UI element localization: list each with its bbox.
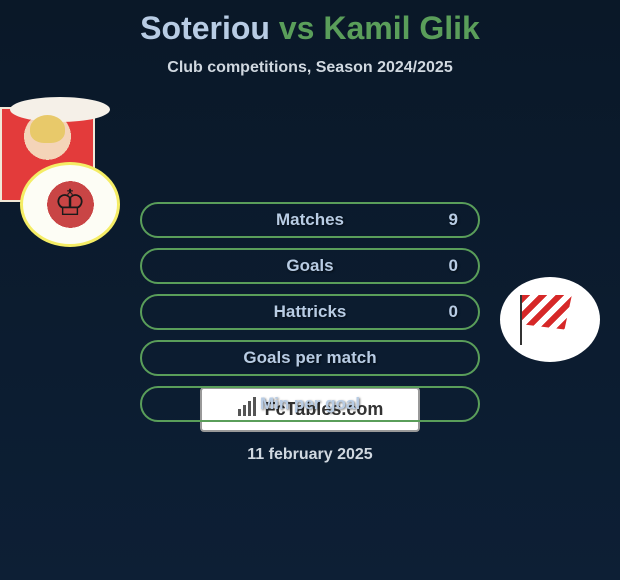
stat-label: Hattricks — [274, 302, 347, 322]
stat-row-matches: Matches 9 — [140, 202, 480, 238]
stat-value: 0 — [449, 256, 458, 276]
stat-row-goals: Goals 0 — [140, 248, 480, 284]
stat-value: 0 — [449, 302, 458, 322]
flag-icon — [520, 295, 580, 345]
stat-row-hattricks: Hattricks 0 — [140, 294, 480, 330]
player1-name: Soteriou — [140, 10, 270, 46]
comparison-area: Matches 9 Goals 0 Hattricks 0 Goals per … — [0, 107, 620, 367]
stat-label: Goals per match — [243, 348, 376, 368]
player2-club-logo — [500, 277, 600, 362]
stat-value: 9 — [449, 210, 458, 230]
stat-label: Goals — [286, 256, 333, 276]
vs-text: vs — [279, 10, 315, 46]
stats-bars: Matches 9 Goals 0 Hattricks 0 Goals per … — [140, 202, 480, 422]
page-title: Soteriou vs Kamil Glik — [0, 10, 620, 47]
stat-row-goals-per-match: Goals per match — [140, 340, 480, 376]
stat-row-min-per-goal: Min per goal — [140, 386, 480, 422]
subtitle: Club competitions, Season 2024/2025 — [0, 59, 620, 77]
player1-club-logo — [20, 162, 120, 247]
stat-label: Matches — [276, 210, 344, 230]
date-text: 11 february 2025 — [0, 446, 620, 464]
player2-name: Kamil Glik — [323, 10, 480, 46]
comparison-infographic: Soteriou vs Kamil Glik Club competitions… — [0, 0, 620, 474]
crown-icon — [43, 177, 98, 232]
stat-label: Min per goal — [260, 394, 360, 414]
